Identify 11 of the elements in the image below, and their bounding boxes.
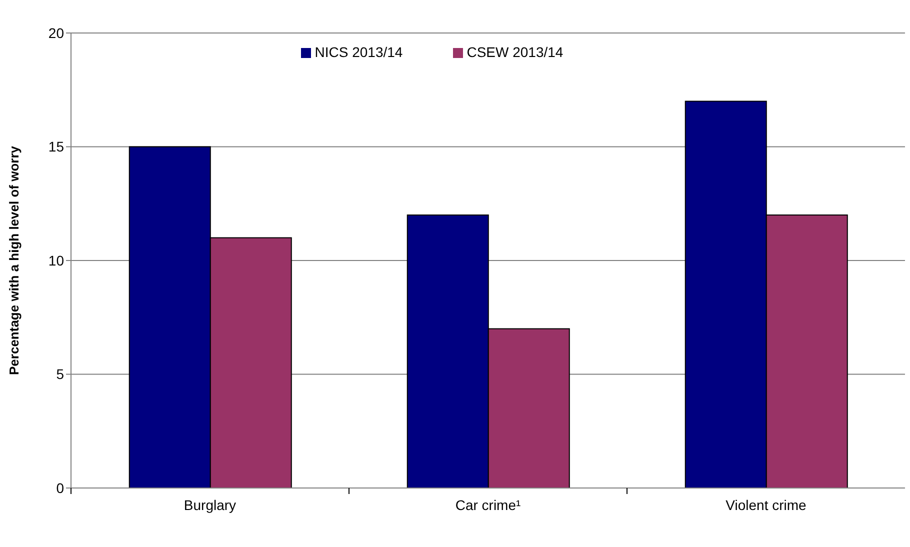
x-tick-label: Violent crime: [726, 497, 807, 513]
y-tick-label: 15: [48, 138, 64, 155]
y-tick-label: 5: [56, 366, 64, 382]
y-axis-title: Percentage with a high level of worry: [6, 145, 22, 376]
x-tick-label: Car crime¹: [455, 497, 521, 513]
x-tick-label: Burglary: [184, 497, 236, 513]
legend-label: NICS 2013/14: [314, 44, 403, 60]
legend-label: CSEW 2013/14: [466, 44, 564, 60]
y-tick-label: 20: [48, 24, 64, 41]
y-tick-label: 10: [48, 252, 64, 268]
y-tick-label: 0: [56, 480, 64, 496]
